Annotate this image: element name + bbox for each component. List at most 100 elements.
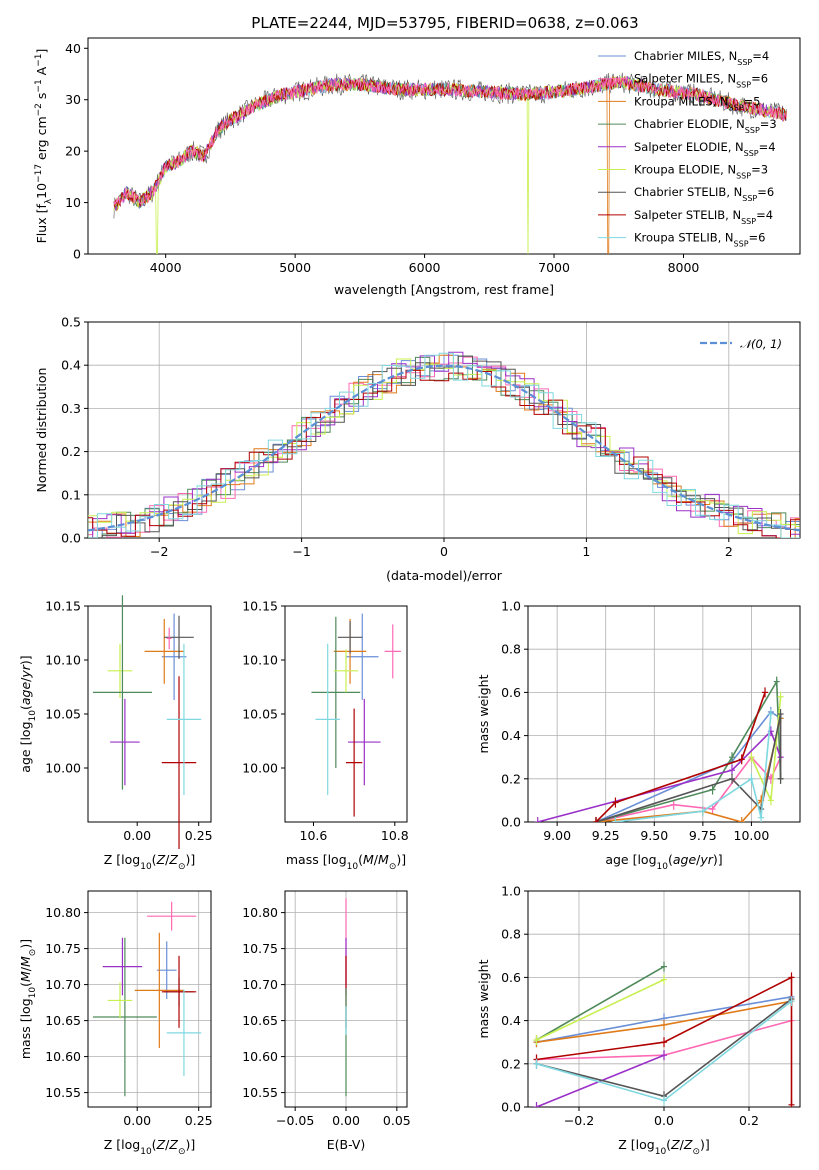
mass-vs-z-xlabel-part: 10: [140, 1147, 152, 1157]
weight-series-salpeter-elodie: [533, 1050, 667, 1107]
legend-label-sub: SSP: [737, 58, 752, 67]
legend-label-post: =3: [760, 117, 777, 131]
legend-label-post: =3: [751, 163, 768, 177]
errorbar-chabrier-miles: [156, 941, 177, 999]
legend-label-pre: Chabrier MILES, N: [634, 49, 737, 63]
y-tick-label: 10.10: [242, 653, 278, 668]
weight-line: [536, 965, 665, 1041]
legend-label: Kroupa MILES, NSSP=5: [634, 94, 760, 112]
mass-vs-z-ylabel-part: mass [log: [18, 998, 33, 1059]
x-tick-label: 10.6: [300, 828, 328, 843]
histogram-salpeter-stelib: [88, 369, 800, 538]
age-vs-z-ylabel-part: yr: [18, 664, 33, 678]
massweight_vs_Z-ylabel-part: mass weight: [476, 959, 491, 1038]
legend-label: Chabrier ELODIE, NSSP=3: [634, 117, 777, 135]
x-tick-label: 4000: [150, 260, 182, 275]
age-vs-z-ylabel-part: /: [18, 677, 33, 682]
massweight-vs-z-xlabel-part: ⊙: [692, 1147, 700, 1157]
y-tick-label: 10.55: [45, 1085, 81, 1100]
legend-label-sub: SSP: [729, 103, 744, 112]
spectrum-ylabel-part: Flux [f: [34, 204, 49, 244]
y-tick-label: 1.0: [501, 599, 521, 614]
y-tick-label: 10.70: [45, 977, 81, 992]
legend-label-pre: Salpeter STELIB, N: [634, 208, 741, 222]
age-vs-z-ylabel-part: 10: [28, 710, 38, 722]
y-tick-label: 0.2: [501, 1056, 521, 1071]
residuals-panel: −2 −1 0 1 2 0.0 0.1 0.2 0.3 0.4 0.5 𝒩(0, 1) (data-mo…: [34, 315, 801, 583]
age-vs-z-xlabel-part: ⊙: [178, 862, 186, 872]
residuals-xlabel: (data-model)/error: [386, 568, 503, 583]
figure-title: PLATE=2244, MJD=53795, FIBERID=0638, z=0…: [251, 14, 638, 32]
x-tick-label: −2: [150, 544, 168, 559]
mass-vs-z-ylabel-part: ⊙: [28, 949, 38, 957]
errorbar-chabrier-elodie: [92, 937, 157, 1097]
mass-vs-z-ylabel-part: (: [18, 982, 33, 987]
mass-vs-z-ylabel-part: )]: [18, 939, 33, 949]
errorbar-salpeter-miles: [166, 627, 172, 650]
histogram-salpeter-miles: [88, 356, 800, 538]
weight-line: [536, 976, 793, 1105]
x-tick-label: 5000: [279, 260, 311, 275]
histogram-chabrier-stelib: [88, 355, 800, 538]
mass-vs-z-xlabel-part: Z: [156, 1137, 166, 1152]
age-vs-z-ylabel-part: age [log: [18, 721, 33, 772]
residuals-ylabel: Normed distribution: [34, 368, 49, 493]
age-vs-z-ylabel-part: )]: [18, 655, 33, 665]
x-tick-label: 0.0: [654, 1113, 674, 1128]
y-tick-label: 10.10: [45, 653, 81, 668]
legend-label-post: =6: [751, 72, 768, 86]
legend-label-pre: Chabrier STELIB, N: [634, 185, 742, 199]
mass-vs-ebv-xlabel: E(B-V): [327, 1137, 366, 1152]
legend-label: Kroupa ELODIE, NSSP=3: [634, 163, 768, 181]
legend-label-post: =4: [756, 208, 773, 222]
errorbar-salpeter-elodie: [102, 937, 143, 996]
x-tick-label: 8000: [668, 260, 700, 275]
massweight-vs-z-xlabel-part: (: [666, 1137, 671, 1152]
y-tick-label: 0.2: [61, 444, 81, 459]
age-vs-z-ylabel-part: (: [18, 705, 33, 710]
errorbar-salpeter-miles: [147, 901, 197, 931]
legend-label-sub: SSP: [734, 239, 749, 248]
errorbar-chabrier-miles: [161, 613, 187, 700]
y-tick-label: 10.60: [242, 1049, 278, 1064]
massweight_vs_Z-lines: [533, 961, 795, 1107]
y-tick-label: 10.60: [45, 1049, 81, 1064]
errorbar-kroupa-elodie: [107, 643, 133, 698]
age-vs-mass-xlabel-part: mass [log: [286, 852, 347, 867]
x-tick-label: −0.2: [564, 1113, 594, 1128]
x-tick-label: 0.25: [185, 828, 213, 843]
mass-vs-ebv-xlabel-part: E(B-V): [327, 1137, 366, 1152]
spectrum-ylabel-part: 10: [34, 183, 49, 199]
legend-label-pre: Kroupa MILES, N: [634, 94, 729, 108]
age-vs-mass-xlabel-part: ⊙: [389, 862, 397, 872]
errorbar-chabrier-miles: [346, 613, 379, 700]
spectrum-xlabel: wavelength [Angstrom, rest frame]: [334, 282, 554, 297]
weight-series-chabrier-elodie: [593, 676, 784, 822]
massweight_vs_age-ylabel-part: mass weight: [476, 674, 491, 753]
x-tick-label: 0.00: [123, 828, 151, 843]
errorbar-salpeter-elodie: [348, 698, 381, 786]
residuals-xlabel-part: (data-model)/error: [386, 568, 503, 583]
y-tick-label: 0.5: [61, 315, 81, 330]
massweight-vs-metallicity-panel: −0.2 0.0 0.2 0.0 0.2 0.4 0.6 0.8 1.0 mass weight Z…: [476, 884, 801, 1157]
y-tick-label: 10.15: [45, 599, 81, 614]
histogram-kroupa-miles: [88, 354, 800, 538]
axes-frame: [87, 890, 212, 1108]
y-tick-label: 30: [65, 92, 81, 107]
massweight-vs-age-panel: 9.00 9.25 9.50 9.75 10.00 0.0 0.2 0.4 0.6 0.8 1.0 m…: [476, 599, 801, 872]
errorbar-kroupa-elodie: [333, 649, 359, 693]
massweight-vs-z-xlabel-part: )]: [700, 1137, 710, 1152]
age-vs-mass-xlabel-part: )]: [396, 852, 406, 867]
age-vs-z-xlabel-part: Z [log: [104, 852, 140, 867]
massweight-vs-age-xlabel-part: age [log: [605, 852, 656, 867]
age-vs-z-xlabel-part: /: [165, 852, 170, 867]
y-tick-label: 0.1: [61, 487, 81, 502]
axes-frame: [87, 605, 212, 823]
legend-label: Salpeter MILES, NSSP=6: [634, 72, 768, 90]
errorbar-chabrier-stelib: [337, 621, 363, 654]
y-tick-label: 0.8: [501, 642, 521, 657]
weight-line: [536, 1054, 665, 1107]
mass-vs-z-xlabel-part: ⊙: [178, 1147, 186, 1157]
